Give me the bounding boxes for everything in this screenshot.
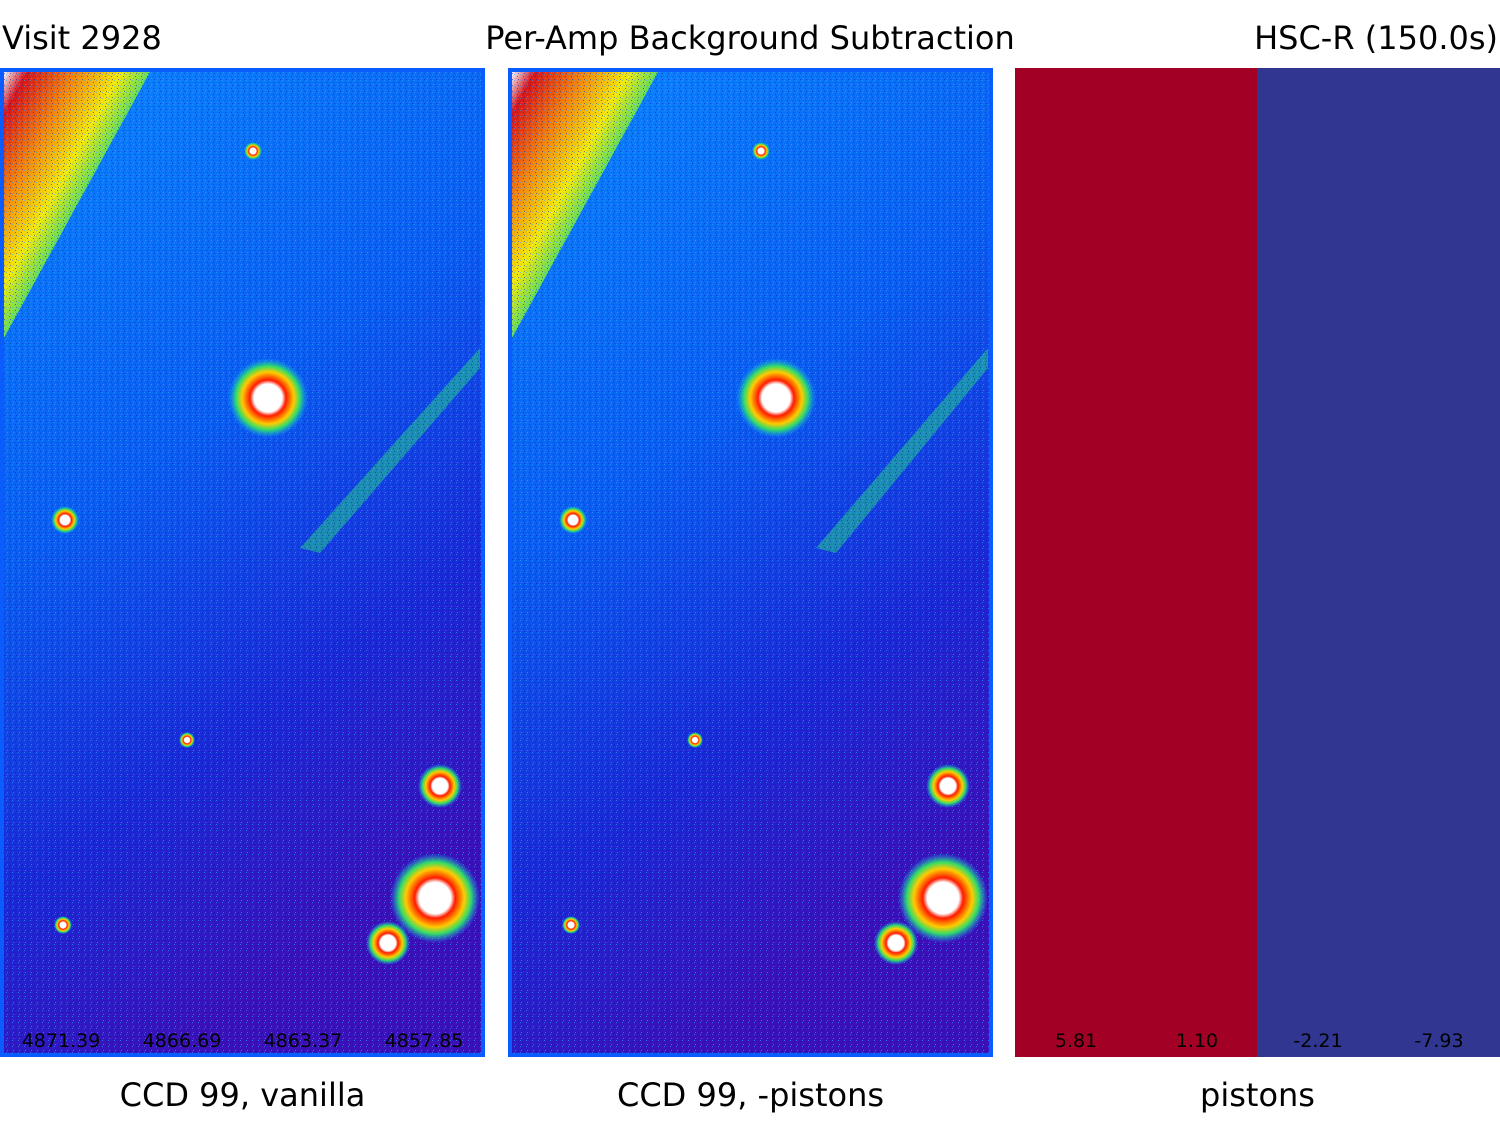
- piston-value: -7.93: [1414, 1030, 1464, 1052]
- amp-value-row: 4871.39 4866.69 4863.37 4857.85: [0, 1029, 485, 1053]
- caption-pistons-subtracted: CCD 99, -pistons: [616, 1076, 885, 1114]
- amp-value: 4866.69: [142, 1030, 222, 1052]
- piston-amp-3: [1378, 68, 1500, 1057]
- amp-value: 4871.39: [21, 1030, 101, 1052]
- caption-pistons: pistons: [1200, 1076, 1315, 1114]
- pistons-image: 5.81 1.10 -2.21 -7.93: [1015, 68, 1500, 1057]
- ccd-image-vanilla: 4871.39 4866.69 4863.37 4857.85: [0, 68, 485, 1057]
- piston-value: -2.21: [1293, 1030, 1343, 1052]
- ccd-image-pistons-subtracted: [508, 68, 993, 1057]
- piston-value-row: 5.81 1.10 -2.21 -7.93: [1015, 1029, 1500, 1053]
- ccd-image-vanilla-canvas: [0, 68, 485, 1057]
- figure-title: Per-Amp Background Subtraction: [485, 19, 1015, 57]
- ccd-image-pistons-canvas: [508, 68, 993, 1057]
- visit-title: Visit 2928: [2, 19, 162, 57]
- piston-amp-2: [1257, 68, 1379, 1057]
- piston-amp-0: [1015, 68, 1137, 1057]
- piston-value: 5.81: [1054, 1030, 1098, 1052]
- amp-value: 4863.37: [263, 1030, 343, 1052]
- filter-exposure: HSC-R (150.0s): [1254, 19, 1498, 57]
- piston-value: 1.10: [1175, 1030, 1219, 1052]
- pistons-canvas: [1015, 68, 1500, 1057]
- piston-amp-1: [1136, 68, 1258, 1057]
- caption-vanilla: CCD 99, vanilla: [119, 1076, 366, 1114]
- amp-value: 4857.85: [384, 1030, 464, 1052]
